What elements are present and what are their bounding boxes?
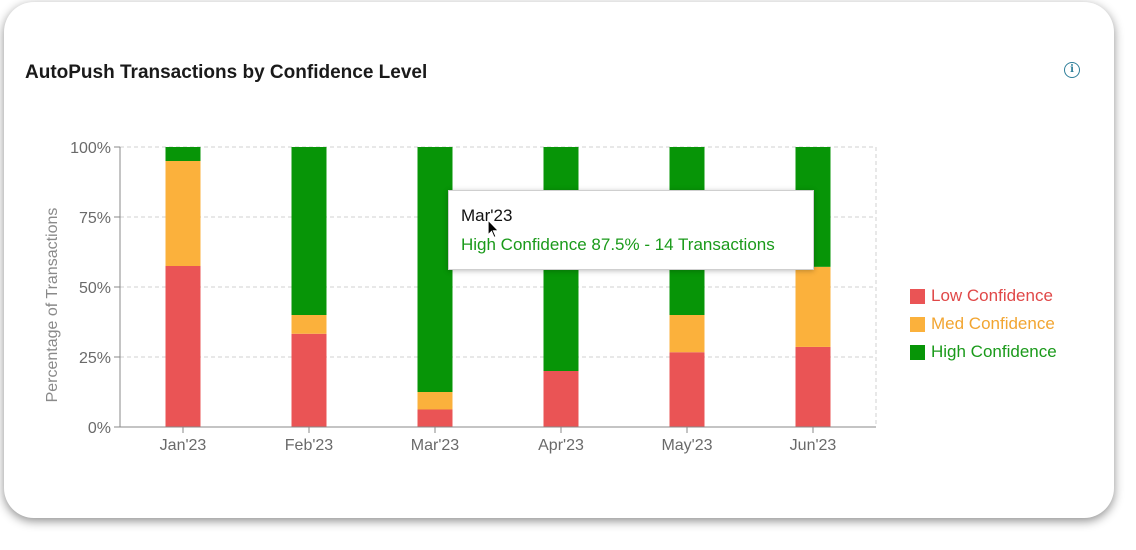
tooltip-text: High Confidence 87.5% - 14 Transactions (461, 235, 775, 254)
bar-segment-low-confidence[interactable] (291, 333, 327, 427)
legend-item-med-confidence[interactable]: Med Confidence (910, 310, 1057, 338)
legend-item-low-confidence[interactable]: Low Confidence (910, 282, 1057, 310)
bar-segment-med-confidence[interactable] (165, 161, 201, 266)
mouse-pointer-icon (487, 219, 500, 239)
bar-segment-med-confidence[interactable] (669, 315, 705, 353)
bar-segment-high-confidence[interactable] (165, 147, 201, 161)
tooltip: Mar'23 High Confidence 87.5% - 14 Transa… (448, 190, 814, 270)
y-tick-label: 100% (70, 140, 111, 157)
y-tick-label: 25% (79, 350, 111, 367)
chart-title: AutoPush Transactions by Confidence Leve… (25, 62, 428, 83)
bar-segment-low-confidence[interactable] (543, 371, 579, 427)
legend-swatch (910, 288, 925, 304)
info-icon[interactable]: i (1064, 62, 1080, 78)
x-tick-label: Feb'23 (285, 437, 334, 454)
bar-segment-high-confidence[interactable] (291, 147, 327, 315)
legend: Low Confidence Med Confidence High Confi… (910, 282, 1057, 366)
bar-segment-low-confidence[interactable] (669, 352, 705, 427)
x-tick-label: Mar'23 (411, 437, 460, 454)
bar-segment-low-confidence[interactable] (795, 346, 831, 427)
bar-segment-med-confidence[interactable] (795, 266, 831, 347)
grid-lines (120, 146, 877, 427)
legend-label: Low Confidence (931, 286, 1053, 305)
axes: 0% 25% 50% 75% 100% Jan'23 Feb'23 Mar'23 Apr'23 M… (70, 140, 876, 454)
bar-segment-med-confidence[interactable] (417, 392, 453, 410)
bar-segment-low-confidence[interactable] (165, 266, 201, 427)
y-tick-label: 0% (88, 420, 111, 437)
y-tick-label: 75% (79, 210, 111, 227)
bar-segment-med-confidence[interactable] (291, 315, 327, 334)
bar-segment-high-confidence[interactable] (417, 147, 453, 392)
x-tick-label: May'23 (661, 437, 712, 454)
legend-item-high-confidence[interactable]: High Confidence (910, 338, 1057, 366)
y-tick-label: 50% (79, 280, 111, 297)
x-tick-label: Jun'23 (790, 437, 837, 454)
bar-segment-low-confidence[interactable] (417, 409, 453, 428)
x-tick-label: Apr'23 (538, 437, 584, 454)
legend-swatch (910, 316, 925, 332)
bars (165, 147, 831, 428)
y-axis-label: Percentage of Transactions (44, 208, 61, 403)
legend-label: High Confidence (931, 342, 1057, 361)
x-tick-label: Jan'23 (160, 437, 207, 454)
legend-swatch (910, 344, 925, 360)
legend-label: Med Confidence (931, 314, 1055, 333)
tooltip-title: Mar'23 (461, 206, 513, 225)
